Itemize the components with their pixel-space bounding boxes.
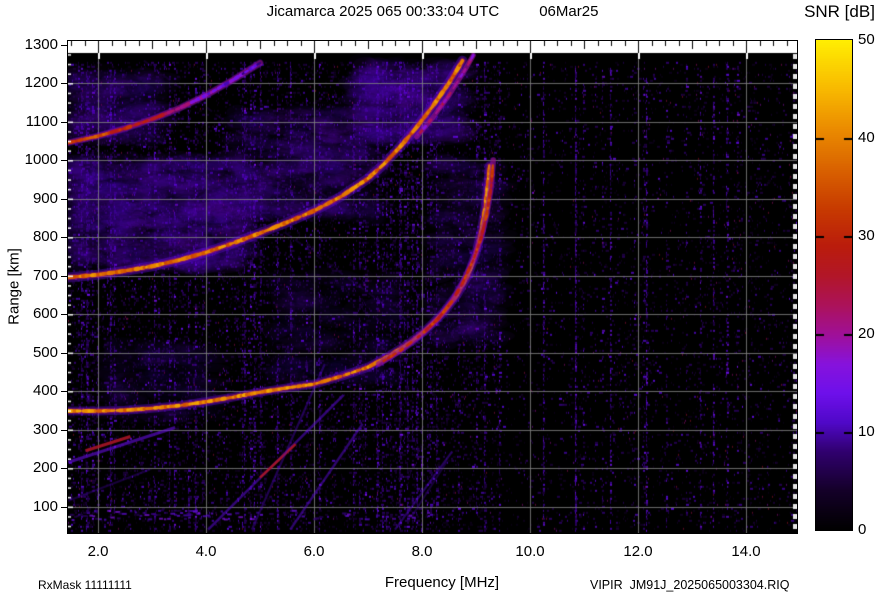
- y-tick-label: 700: [32, 266, 58, 284]
- rxmask-label: RxMask 11111111: [38, 578, 132, 592]
- y-tick-mark: [61, 160, 67, 161]
- ionogram-plot-frame: [67, 40, 798, 534]
- x-axis-tick-labels: 2.0 4.0 6.0 8.0 10.0 12.0 14.0: [0, 543, 884, 563]
- x-tick-label: 8.0: [411, 543, 433, 560]
- colorbar-title: SNR [dB]: [804, 2, 875, 21]
- y-tick-label: 800: [32, 228, 58, 245]
- y-tick-mark: [61, 391, 67, 392]
- colorbar-tick-label: 20: [858, 325, 875, 342]
- y-tick-mark: [61, 275, 67, 277]
- y-tick-mark: [61, 468, 67, 469]
- y-tick-mark: [61, 429, 67, 431]
- colorbar-tick-label: 10: [858, 423, 875, 440]
- colorbar: [815, 39, 853, 531]
- colorbar-tick-label: 0: [858, 521, 867, 538]
- y-tick-mark: [61, 121, 67, 123]
- colorbar-tick-label: 40: [858, 129, 875, 146]
- y-tick-mark: [61, 314, 67, 315]
- y-tick-label: 200: [32, 459, 58, 476]
- y-tick-mark: [61, 237, 67, 238]
- y-tick-label: 1300: [24, 35, 58, 53]
- colorbar-tick-labels: 0 10 20 30 40 50: [858, 0, 884, 595]
- y-tick-mark: [61, 198, 67, 200]
- y-tick-label: 500: [32, 343, 58, 361]
- x-tick-label: 10.0: [515, 543, 545, 560]
- x-tick-label: 4.0: [195, 543, 217, 560]
- x-axis-label: Frequency [MHz]: [384, 574, 500, 591]
- y-tick-label: 1200: [24, 74, 58, 91]
- y-tick-mark: [61, 352, 67, 354]
- y-tick-mark: [61, 83, 67, 84]
- y-tick-mark: [61, 506, 67, 508]
- colorbar-gradient-canvas: [816, 40, 852, 530]
- y-tick-label: 1000: [24, 151, 58, 168]
- y-tick-label: 900: [32, 189, 58, 207]
- date-label: 06Mar25: [539, 3, 599, 20]
- colorbar-tick-label: 50: [858, 31, 875, 48]
- x-tick-label: 6.0: [303, 543, 325, 560]
- y-tick-label: 1100: [25, 112, 58, 130]
- y-axis-tick-labels: 100 200 300 400 500 600 700 800 900 1000 1100 1200 1…: [0, 0, 58, 595]
- x-tick-label: 12.0: [623, 543, 653, 560]
- y-tick-label: 100: [32, 497, 58, 515]
- y-tick-mark: [61, 44, 67, 46]
- y-tick-label: 600: [32, 305, 58, 322]
- x-tick-label: 2.0: [87, 543, 109, 560]
- colorbar-tick-label: 30: [858, 227, 875, 244]
- y-tick-label: 300: [32, 420, 58, 438]
- page-title: Jicamarca 2025 065 00:33:04 UTC: [266, 3, 500, 20]
- y-tick-label: 400: [32, 382, 58, 399]
- x-tick-label: 14.0: [731, 543, 761, 560]
- filename-label: VIPIR JM91J_2025065003304.RIQ: [590, 578, 790, 592]
- header: Jicamarca 2025 065 00:33:04 UTC 06Mar25: [68, 3, 797, 20]
- y-axis-ticks: [61, 0, 67, 595]
- ionogram-heatmap-canvas: [68, 41, 797, 533]
